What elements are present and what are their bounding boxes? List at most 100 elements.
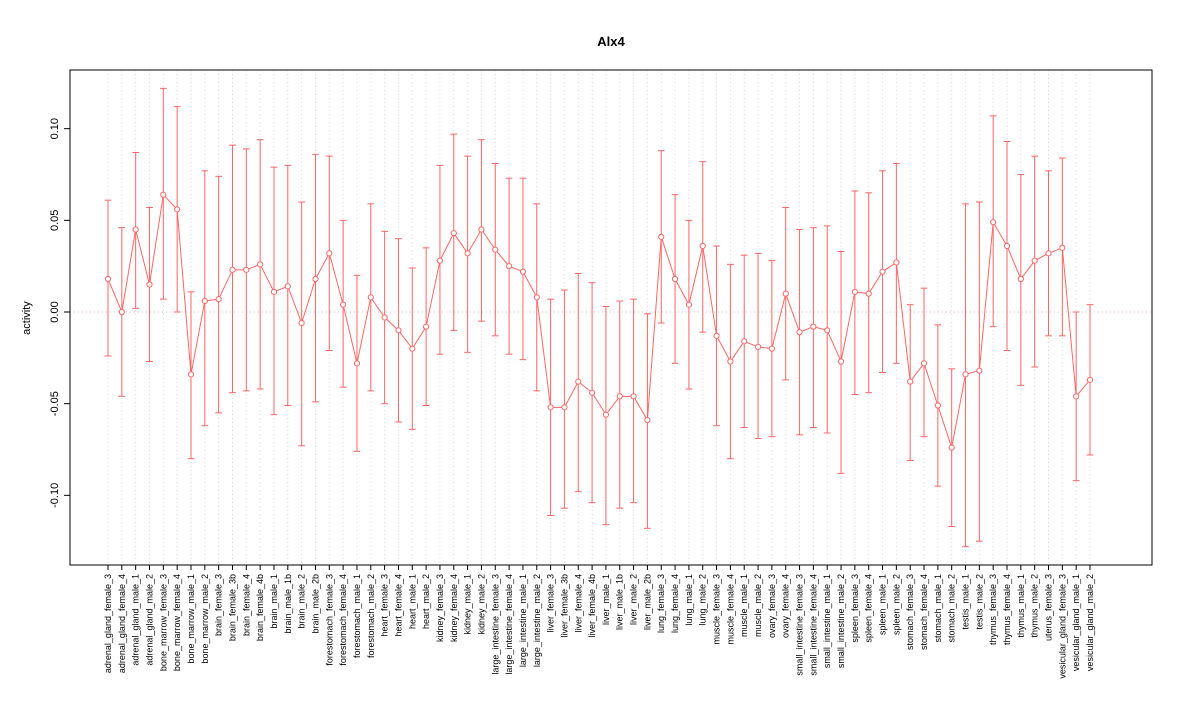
x-tick-label: small_intestine_male_2 [836,574,846,668]
data-point [340,301,347,308]
data-point [367,294,374,301]
data-point [685,301,693,308]
x-tick-label: ovary_female_4 [781,574,791,638]
data-point [326,250,333,257]
data-point [1031,257,1038,264]
data-point [1045,250,1052,257]
data-point [215,296,222,303]
data-point [174,206,181,213]
x-tick-label: spleen_female_4 [864,574,874,643]
x-tick-label: liver_male_1b [615,574,625,630]
x-axis: adrenal_gland_female_3 adrenal_gland_fema… [103,565,1095,679]
x-tick-label: liver_female_3b [559,574,569,638]
x-tick-label: brain_female_4 [241,574,251,636]
x-tick-label: forestomach_male_2 [366,574,376,658]
x-tick-label: liver_female_4b [587,574,597,638]
data-point [837,358,845,365]
y-tick-label: -0.10 [49,483,61,508]
x-tick-label: spleen_male_1 [878,574,888,635]
data-point [547,404,554,411]
y-axis-label: activity [21,301,33,335]
data-point [630,393,637,400]
x-tick-label: lung_female_4 [670,574,680,633]
data-point [713,332,720,339]
x-tick-label: kidney_female_4 [449,574,459,642]
x-tick-label: bone_marrow_male_2 [200,574,210,664]
x-tick-label: muscle_male_1 [739,574,749,637]
x-tick-label: adrenal_gland_female_4 [117,574,127,673]
data-point [492,246,499,253]
x-tick-label: large_intestine_male_2 [532,574,542,667]
x-tick-label: heart_female_4 [393,574,403,637]
data-point [851,288,858,295]
x-tick-label: thymus_female_4 [1002,574,1012,645]
x-tick-label: vesicular_gland_male_2 [1085,574,1095,671]
data-point [727,358,734,365]
data-point [796,329,803,336]
x-tick-label: lung_male_2 [698,574,708,626]
data-point [146,281,153,288]
data-points [104,191,1094,451]
data-point [561,404,568,411]
data-point [505,263,513,270]
x-tick-label: muscle_female_4 [725,574,735,645]
data-point [1059,244,1066,251]
data-point [893,259,900,266]
x-tick-label: bone_marrow_male_1 [186,574,196,664]
data-point [782,290,789,297]
x-tick-label: thymus_male_1 [1016,574,1026,638]
x-tick-label: muscle_female_3 [712,574,722,645]
x-tick-label: brain_male_1 [269,574,279,629]
x-tick-label: stomach_male_1 [933,574,943,643]
data-point [353,360,361,367]
x-tick-label: lung_female_3 [656,574,666,633]
x-tick-label: vesicular_gland_female_3 [1057,574,1067,679]
data-point [768,345,775,352]
x-tick-label: spleen_male_2 [891,574,901,635]
chart-title: Alx4 [597,34,625,49]
x-tick-label: small_intestine_male_1 [822,574,832,668]
x-tick-label: liver_male_2 [629,574,639,625]
x-tick-label: kidney_female_3 [435,574,445,642]
data-point [907,378,914,385]
data-point [160,191,167,198]
y-tick-label: 0.10 [49,118,61,139]
x-tick-label: vesicular_gland_male_1 [1071,574,1081,671]
data-point [699,242,706,250]
x-tick-label: adrenal_gland_male_2 [144,574,154,666]
x-tick-label: liver_female_3 [546,574,556,633]
x-tick-label: heart_female_3 [380,574,390,637]
x-tick-label: large_intestine_female_4 [504,574,514,675]
x-tick-label: large_intestine_male_1 [518,574,528,667]
data-point [741,338,748,345]
data-point [298,319,305,327]
data-point [1086,376,1094,383]
data-point [754,343,762,350]
x-tick-label: heart_male_2 [421,574,431,629]
x-tick-label: liver_male_1 [601,574,611,625]
x-tick-label: kidney_male_2 [476,574,486,635]
data-point [312,275,319,283]
data-point [436,257,444,264]
x-tick-label: brain_female_3b [227,574,237,641]
data-point [229,266,236,273]
data-point [671,275,679,283]
data-point [865,290,872,297]
x-tick-label: forestomach_female_3 [324,574,334,666]
data-point [395,327,402,334]
x-tick-label: kidney_male_1 [463,574,473,635]
x-tick-label: uterus_female_3 [1044,574,1054,641]
data-point [824,327,831,334]
data-point [1073,393,1080,400]
data-point [464,250,471,257]
data-point [1017,275,1024,283]
x-tick-label: brain_male_2 [297,574,307,629]
x-tick-label: thymus_female_3 [988,574,998,645]
gridlines [107,70,1091,565]
x-tick-label: small_intestine_female_4 [808,574,818,676]
data-point [478,226,485,233]
x-tick-label: ovary_female_3 [767,574,777,638]
data-point [810,323,817,330]
